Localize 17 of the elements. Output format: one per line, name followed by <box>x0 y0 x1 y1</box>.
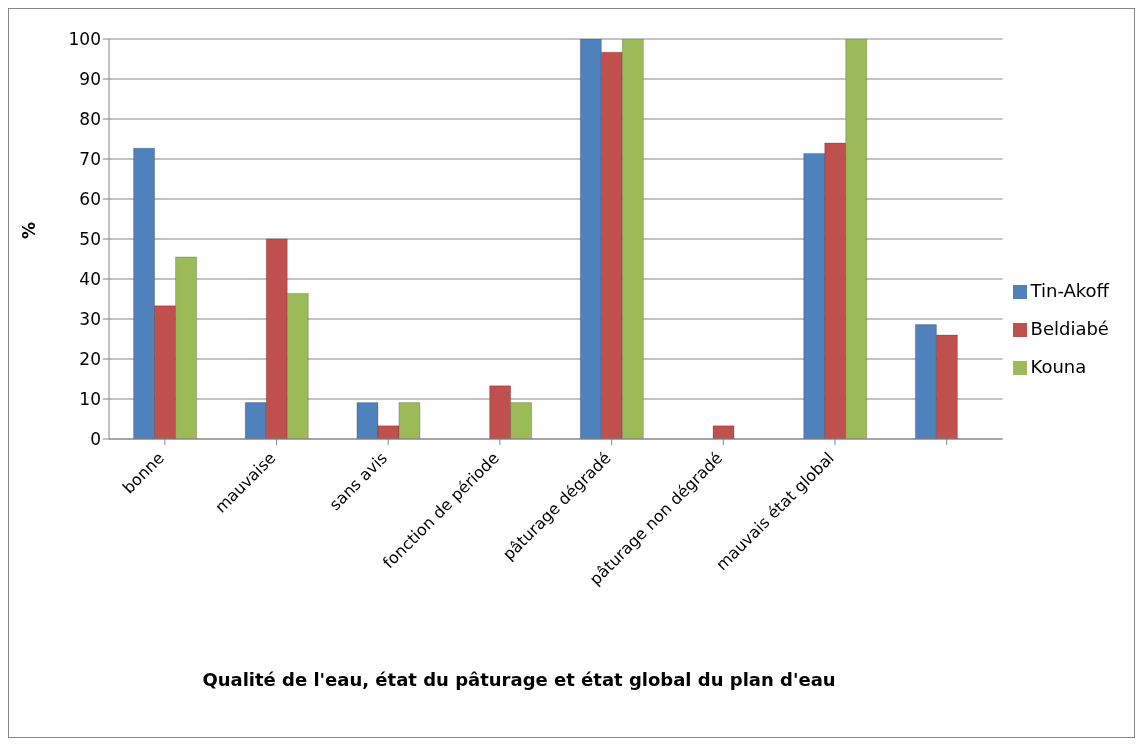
y-tick-label: 60 <box>79 189 101 210</box>
legend-label: Tin-Akoff <box>1030 280 1109 301</box>
y-tick-label: 70 <box>79 149 101 170</box>
y-axis-title: % <box>19 221 40 239</box>
y-tick-label: 100 <box>68 29 101 50</box>
y-tick-label: 90 <box>79 69 101 90</box>
y-tick-label: 40 <box>79 269 101 290</box>
legend-label: Beldiabé <box>1030 318 1109 339</box>
bar <box>712 425 735 439</box>
y-tick-label: 0 <box>90 429 101 450</box>
x-axis-title: Qualité de l'eau, état du pâturage et état global du plan d'eau <box>201 669 837 690</box>
y-tick-label: 50 <box>79 229 101 250</box>
y-tick-label: 30 <box>79 309 101 330</box>
y-tick-label: 80 <box>79 109 101 130</box>
y-tick-label: 10 <box>79 389 101 410</box>
legend-label: Kouna <box>1030 356 1087 377</box>
y-tick-label: 20 <box>79 349 101 370</box>
